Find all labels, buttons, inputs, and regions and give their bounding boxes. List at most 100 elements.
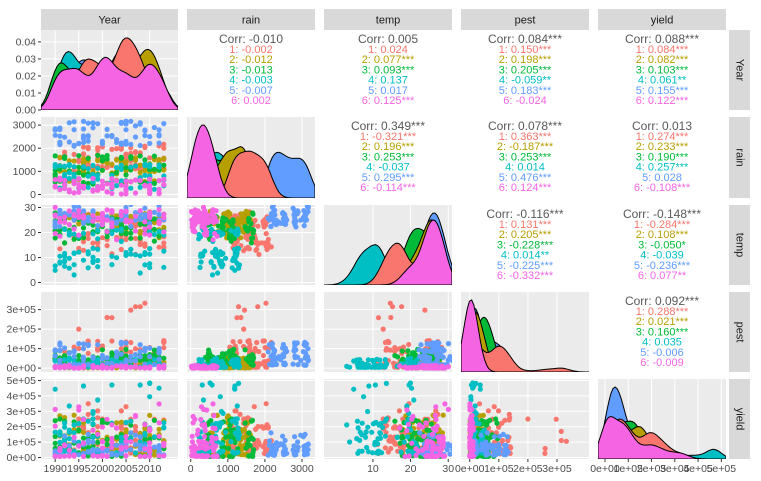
scatter-point <box>71 127 77 133</box>
scatter-point <box>80 156 87 162</box>
scatter-point <box>392 348 398 355</box>
scatter-point <box>109 230 115 237</box>
scatter-point <box>52 132 58 138</box>
scatter-point <box>411 397 417 403</box>
scatter-point <box>484 430 490 436</box>
strip-right-rain <box>729 117 750 198</box>
scatter-point <box>295 439 301 445</box>
scatter-point <box>118 155 124 161</box>
scatter-point <box>109 315 115 321</box>
scatter-point <box>95 447 101 453</box>
scatter-point <box>57 125 63 131</box>
scatter-point <box>90 416 96 422</box>
scatter-point <box>104 217 110 223</box>
strip-right-label: temp <box>734 233 746 257</box>
scatter-point <box>118 182 124 188</box>
corr-overall: Corr: 0.013 <box>632 119 692 133</box>
scatter-point <box>161 339 167 346</box>
corr-group-2: 2: 0.196*** <box>362 141 415 153</box>
scatter-point <box>142 205 148 211</box>
scatter-point <box>95 121 101 127</box>
scatter-point <box>95 431 101 437</box>
scatter-point <box>118 346 124 352</box>
corr-overall: Corr: 0.078*** <box>488 119 562 133</box>
scatter-point <box>201 421 207 428</box>
scatter-point <box>245 244 251 250</box>
scatter-point <box>62 345 68 351</box>
scatter-point <box>388 445 394 452</box>
scatter-point <box>220 448 226 454</box>
scatter-point <box>156 385 162 391</box>
scatter-point <box>220 360 226 367</box>
scatter-point <box>57 233 63 239</box>
scatter-point <box>205 220 211 226</box>
scatter-point <box>142 219 148 225</box>
scatter-point <box>147 345 153 351</box>
scatter-point <box>496 445 503 451</box>
scatter-point <box>66 363 72 369</box>
scatter-point <box>114 420 120 426</box>
scatter-point <box>190 413 196 420</box>
scatter-point <box>142 356 148 362</box>
scatter-point <box>436 340 442 346</box>
corr-group-6: 6: -0.024 <box>503 95 546 107</box>
scatter-point <box>147 220 153 227</box>
scatter-point <box>57 260 63 266</box>
scatter-point <box>85 449 91 455</box>
scatter-point <box>212 253 218 259</box>
scatter-point <box>142 226 148 232</box>
scatter-point <box>52 440 58 446</box>
scatter-point <box>76 220 82 227</box>
scatter-point <box>90 213 96 219</box>
scatter-point <box>147 264 153 271</box>
scatter-point <box>123 225 129 231</box>
corr-group-4: 4: -0.037 <box>366 162 409 174</box>
scatter-point <box>303 217 310 223</box>
x-tick-label: 1e+05 <box>484 463 514 475</box>
scatter-point <box>95 215 101 222</box>
scatter-point <box>57 175 63 181</box>
scatter-point <box>476 401 483 407</box>
scatter-point <box>52 406 58 412</box>
corr-group-4: 4: -0.003 <box>229 75 272 87</box>
scatter-point <box>85 231 91 237</box>
scatter-point <box>57 253 63 259</box>
scatter-point <box>85 173 91 179</box>
scatter-point <box>90 421 96 427</box>
scatter-point <box>413 452 419 458</box>
scatter-point <box>137 453 143 459</box>
scatter-point <box>109 209 115 215</box>
scatter-point <box>142 348 148 354</box>
scatter-point <box>399 304 405 310</box>
scatter-point <box>209 209 215 215</box>
scatter-point <box>156 190 162 196</box>
x-tick-label: 2000 <box>253 463 277 475</box>
scatter-point <box>303 341 310 347</box>
scatter-point <box>57 432 63 438</box>
scatter-point <box>66 208 72 214</box>
scatter-point <box>375 364 381 370</box>
scatter-point <box>123 249 129 256</box>
scatter-point <box>123 427 129 433</box>
scatter-point <box>57 154 63 160</box>
scatter-point <box>417 353 423 359</box>
scatter-point <box>118 434 124 440</box>
scatter-point <box>95 147 101 153</box>
scatter-point <box>90 439 96 445</box>
panel-background <box>598 205 726 285</box>
scatter-point <box>189 439 195 445</box>
scatter-point <box>104 243 110 249</box>
scatter-point <box>290 361 296 367</box>
scatter-point <box>220 262 226 268</box>
scatter-point <box>217 394 223 400</box>
scatter-point <box>99 167 105 173</box>
scatter-point <box>250 210 256 216</box>
scatter-point <box>246 216 252 222</box>
panel-background <box>324 30 452 110</box>
scatter-point <box>366 383 372 389</box>
scatter-point <box>95 408 101 414</box>
strip-top-rain <box>187 9 315 30</box>
scatter-point <box>147 364 153 370</box>
